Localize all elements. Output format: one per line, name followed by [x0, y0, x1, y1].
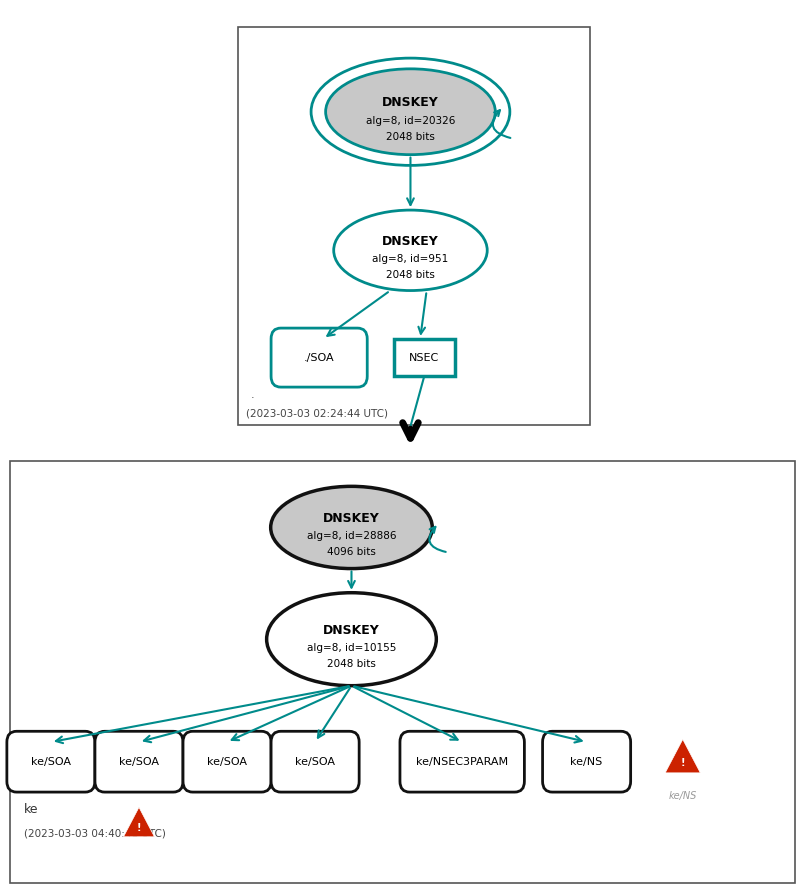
Text: 4096 bits: 4096 bits	[327, 547, 376, 558]
Text: ke/SOA: ke/SOA	[31, 756, 71, 767]
Text: alg=8, id=10155: alg=8, id=10155	[307, 643, 396, 654]
Text: ke/NS: ke/NS	[570, 756, 603, 767]
FancyBboxPatch shape	[271, 328, 367, 387]
FancyBboxPatch shape	[6, 731, 95, 792]
Polygon shape	[665, 739, 701, 772]
FancyBboxPatch shape	[10, 461, 795, 883]
Ellipse shape	[326, 69, 495, 155]
Text: ke/SOA: ke/SOA	[295, 756, 335, 767]
FancyBboxPatch shape	[271, 731, 359, 792]
Text: ke/NS: ke/NS	[668, 791, 697, 801]
Text: 2048 bits: 2048 bits	[386, 270, 435, 281]
FancyBboxPatch shape	[95, 731, 183, 792]
Text: DNSKEY: DNSKEY	[323, 512, 380, 525]
Text: !: !	[680, 758, 685, 768]
Text: DNSKEY: DNSKEY	[382, 97, 439, 109]
Text: NSEC: NSEC	[409, 352, 440, 363]
Text: ke/NSEC3PARAM: ke/NSEC3PARAM	[416, 756, 508, 767]
Polygon shape	[124, 807, 154, 837]
Text: ke/SOA: ke/SOA	[119, 756, 159, 767]
Text: alg=8, id=951: alg=8, id=951	[372, 254, 448, 265]
Ellipse shape	[267, 593, 436, 686]
Text: DNSKEY: DNSKEY	[382, 235, 439, 248]
Text: (2023-03-03 02:24:44 UTC): (2023-03-03 02:24:44 UTC)	[246, 408, 389, 418]
Text: 2048 bits: 2048 bits	[327, 659, 376, 670]
Ellipse shape	[334, 210, 487, 291]
Text: ke/SOA: ke/SOA	[207, 756, 247, 767]
FancyBboxPatch shape	[238, 27, 590, 425]
Text: .: .	[250, 390, 254, 401]
Text: ./SOA: ./SOA	[304, 352, 335, 363]
Text: 2048 bits: 2048 bits	[386, 131, 435, 142]
Text: ke: ke	[24, 803, 39, 815]
Text: !: !	[137, 823, 141, 833]
Text: DNSKEY: DNSKEY	[323, 624, 380, 637]
Text: (2023-03-03 04:40:41 UTC): (2023-03-03 04:40:41 UTC)	[24, 828, 166, 839]
Text: alg=8, id=28886: alg=8, id=28886	[307, 531, 396, 542]
Ellipse shape	[271, 486, 432, 569]
Bar	[394, 339, 454, 376]
FancyBboxPatch shape	[183, 731, 271, 792]
FancyBboxPatch shape	[543, 731, 630, 792]
FancyBboxPatch shape	[400, 731, 524, 792]
Text: alg=8, id=20326: alg=8, id=20326	[366, 115, 455, 126]
